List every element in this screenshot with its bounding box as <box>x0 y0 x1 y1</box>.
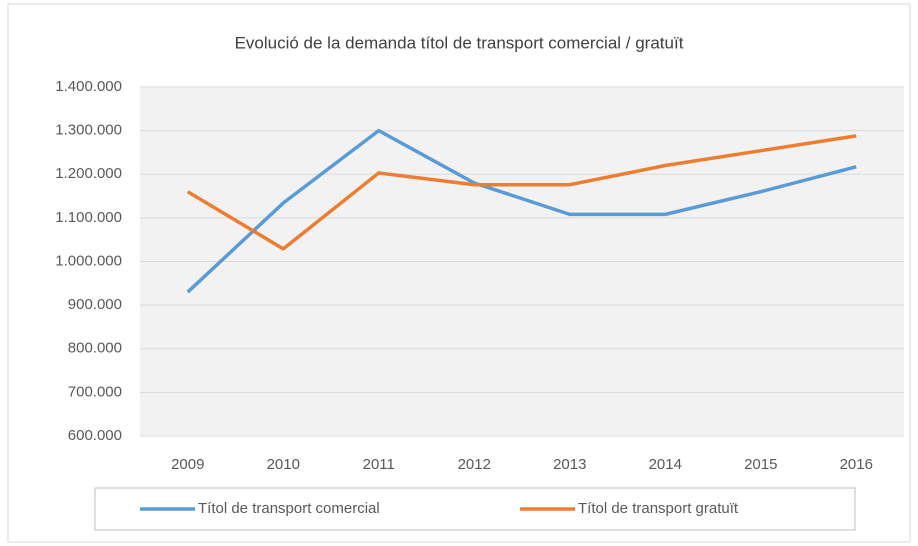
y-tick-label: 1.300.000 <box>55 122 122 139</box>
x-tick-label: 2013 <box>553 456 586 473</box>
y-tick-label: 1.200.000 <box>55 165 122 182</box>
x-tick-label: 2014 <box>649 456 682 473</box>
y-tick-label: 1.100.000 <box>55 209 122 226</box>
y-tick-label: 1.400.000 <box>55 78 122 95</box>
x-tick-label: 2010 <box>267 456 300 473</box>
x-tick-label: 2011 <box>363 456 395 473</box>
legend-label: Títol de transport comercial <box>198 500 380 517</box>
y-tick-label: 1.000.000 <box>55 252 122 269</box>
x-tick-label: 2012 <box>458 456 491 473</box>
chart-title: Evolució de la demanda títol de transpor… <box>235 33 684 52</box>
x-tick-label: 2009 <box>171 456 204 473</box>
y-tick-label: 800.000 <box>68 340 122 357</box>
legend <box>94 487 856 531</box>
x-tick-label: 2015 <box>744 456 777 473</box>
x-tick-label: 2016 <box>840 456 873 473</box>
y-tick-label: 700.000 <box>68 383 122 400</box>
legend-label: Títol de transport gratuït <box>578 500 739 517</box>
series-line <box>186 134 857 251</box>
series-line <box>186 128 857 294</box>
y-tick-label: 600.000 <box>68 427 122 444</box>
y-tick-label: 900.000 <box>68 296 122 313</box>
